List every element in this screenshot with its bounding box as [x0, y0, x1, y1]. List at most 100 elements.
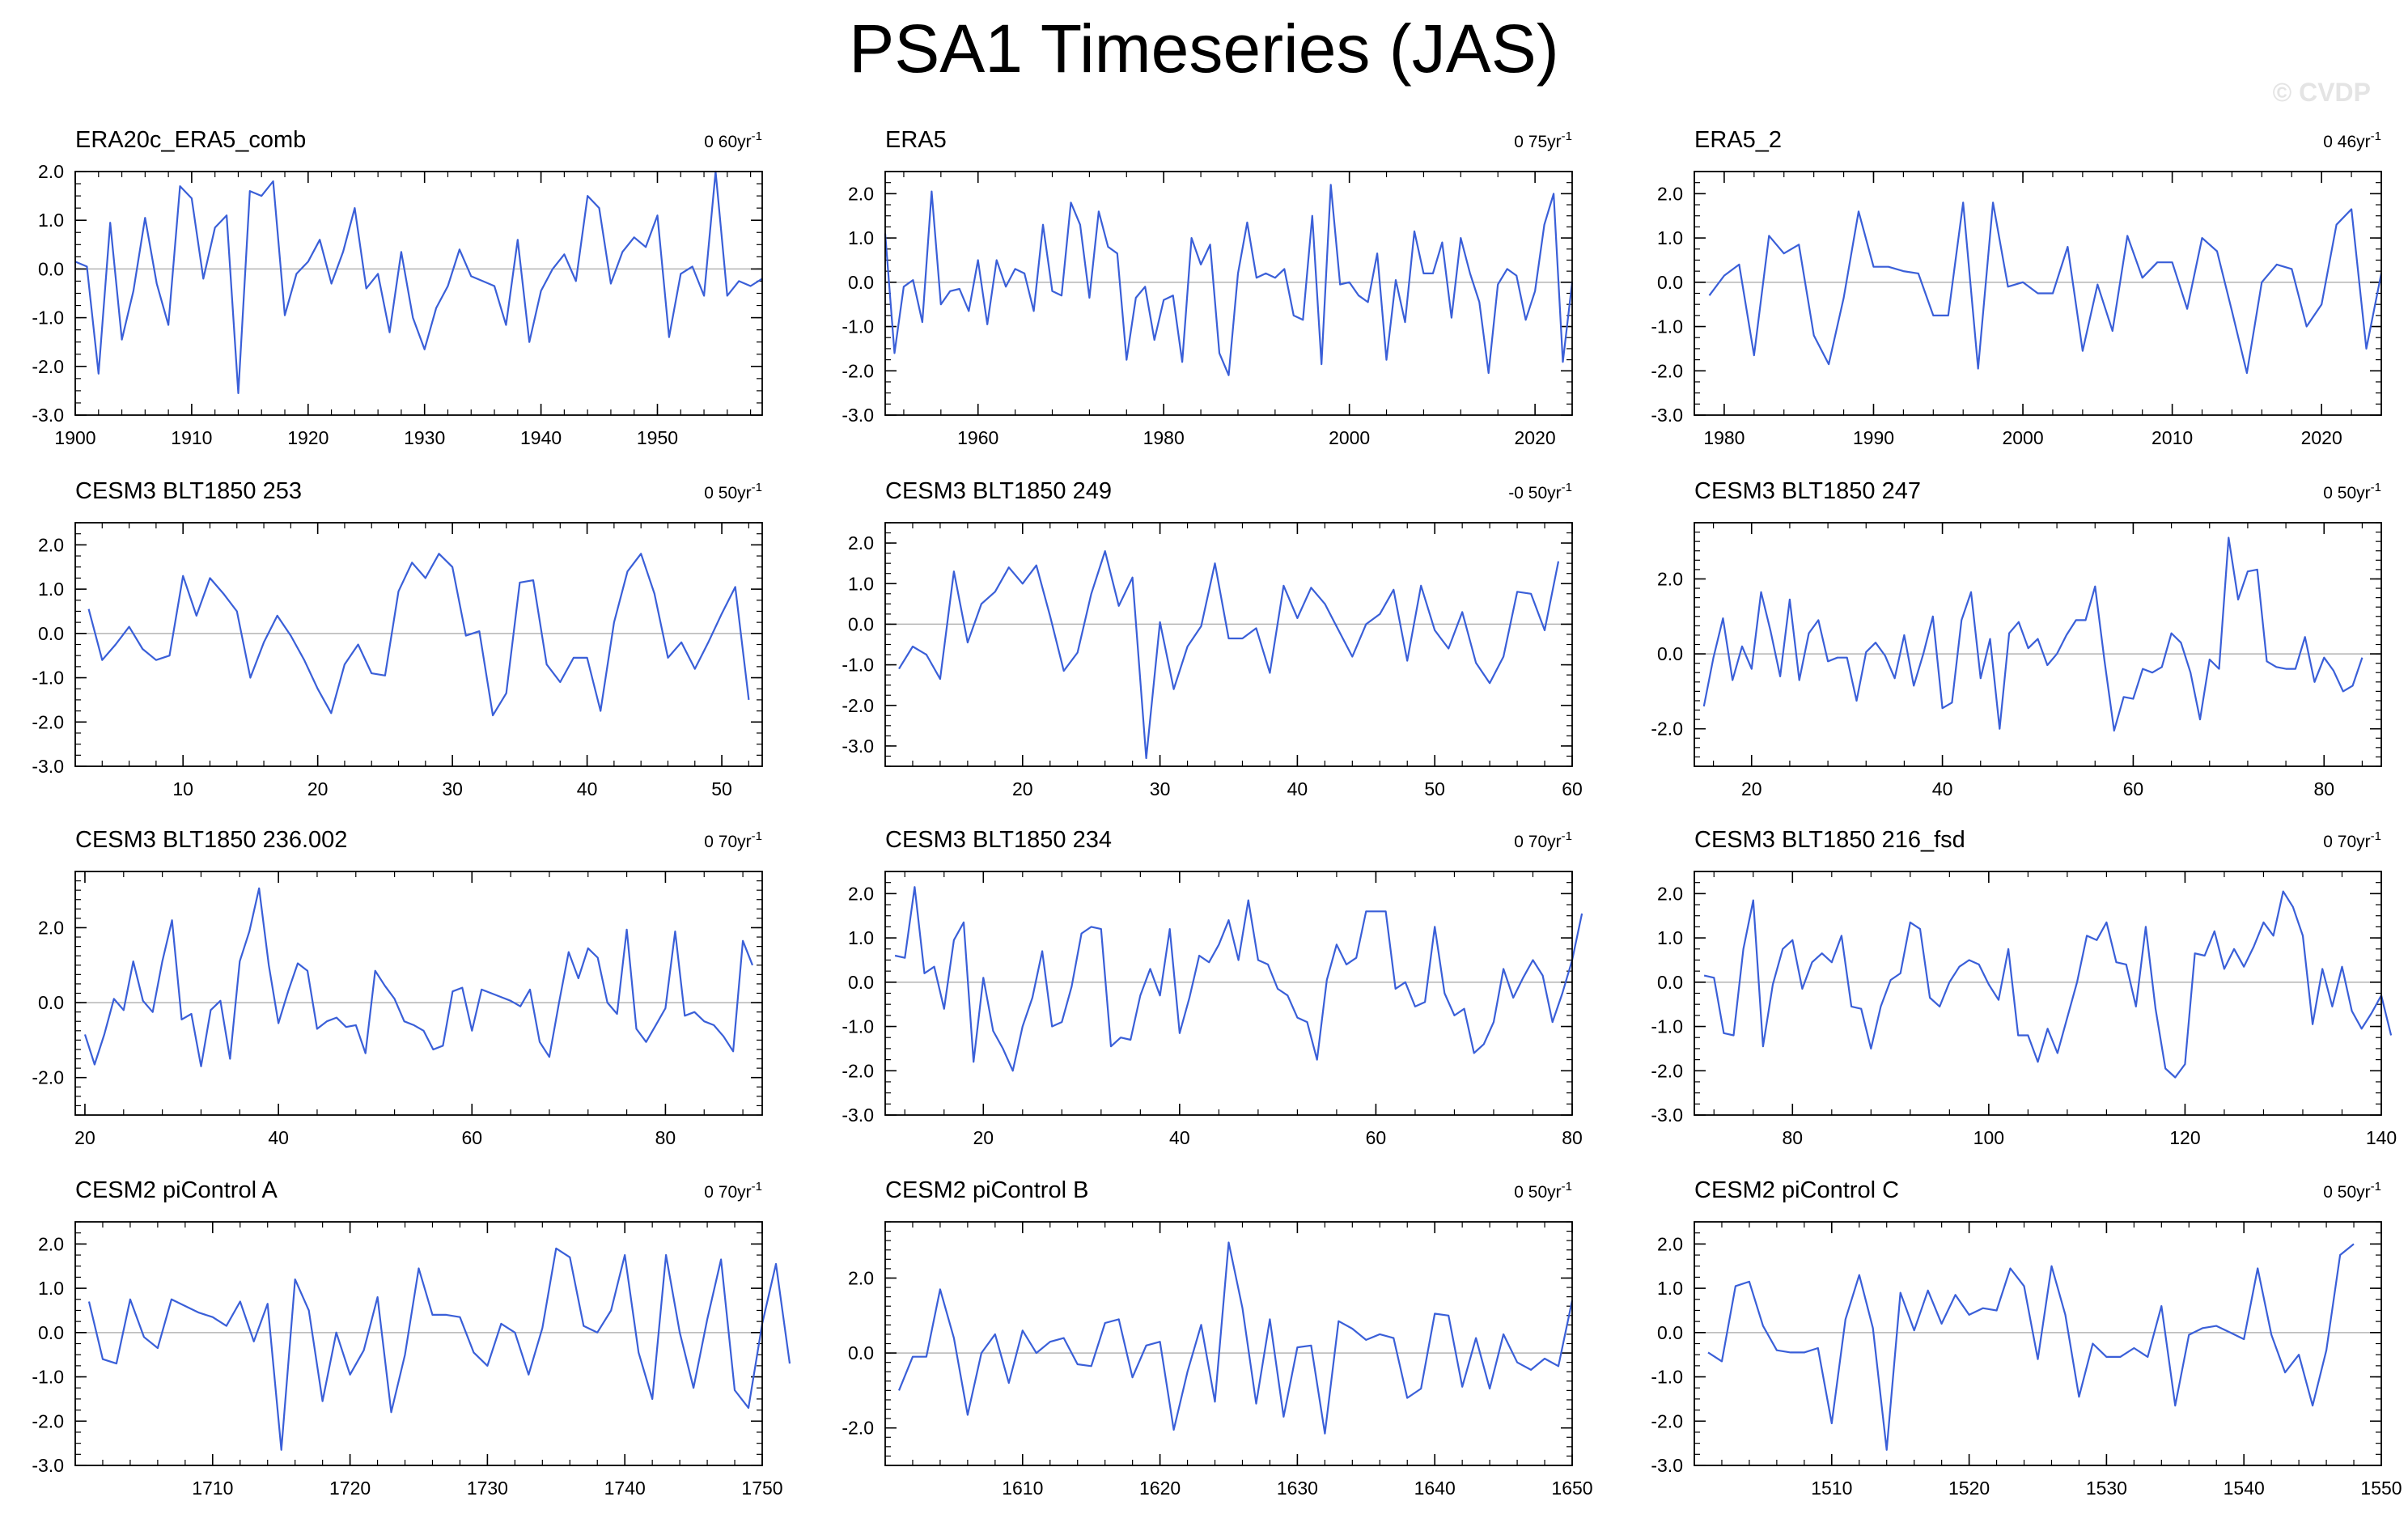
y-tick-label: 1.0	[848, 573, 874, 594]
y-tick-label: -2.0	[842, 1418, 874, 1439]
panel-title: CESM2 piControl C	[1694, 1177, 1899, 1203]
x-tick-label: 1620	[1139, 1478, 1181, 1499]
x-tick-label: 1520	[1948, 1478, 1990, 1499]
y-tick-label: -1.0	[1651, 1016, 1683, 1037]
plot-frame	[74, 871, 763, 1116]
x-tick-label: 80	[2313, 778, 2334, 799]
plot-frame	[884, 522, 1573, 767]
y-tick-label: 2.0	[38, 161, 64, 182]
y-tick-label: 0.0	[848, 272, 874, 293]
trend-label: 0 75yr-1	[1514, 129, 1572, 151]
y-tick-label: 1.0	[848, 927, 874, 948]
y-tick-label: 0.0	[1657, 272, 1683, 293]
series-line	[1708, 201, 2383, 375]
trend-label: 0 50yr-1	[2323, 1180, 2381, 1202]
y-tick-label: -2.0	[842, 1060, 874, 1081]
y-tick-label: 0.0	[38, 623, 64, 644]
y-tick-label: -3.0	[32, 1455, 64, 1476]
x-tick-label: 1980	[1143, 427, 1185, 448]
x-tick-label: 1910	[171, 427, 212, 448]
panel-title: CESM3 BLT1850 253	[75, 478, 302, 504]
series-line	[74, 170, 763, 394]
trend-label: 0 60yr-1	[704, 129, 762, 151]
x-tick-label: 1720	[329, 1478, 371, 1499]
y-tick-label: -3.0	[842, 1105, 874, 1126]
chart-panel-1: -3.0 -2.0 -1.0 0.0 1.0 2.0 1900 1910 1920 1930 194…	[32, 127, 763, 448]
y-tick-label: -3.0	[1651, 1455, 1683, 1476]
panel-title: CESM3 BLT1850 236.002	[75, 827, 347, 853]
series-line	[83, 887, 754, 1067]
x-tick-label: 1530	[2086, 1478, 2127, 1499]
x-tick-label: 60	[1562, 778, 1583, 799]
x-tick-label: 60	[1366, 1127, 1387, 1148]
series-line	[894, 886, 1583, 1072]
chart-panel-9: -3.0 -2.0 -1.0 0.0 1.0 2.0 80 100 120 140 CESM3 BL…	[1651, 827, 2397, 1148]
y-tick-label: 1.0	[1657, 927, 1683, 948]
x-tick-label: 1610	[1002, 1478, 1043, 1499]
plot-frame	[884, 1221, 1573, 1466]
x-tick-label: 20	[1741, 778, 1762, 799]
x-tick-label: 1940	[520, 427, 562, 448]
x-tick-label: 80	[1782, 1127, 1803, 1148]
y-tick-label: -3.0	[842, 736, 874, 757]
chart-panel-10: -3.0 -2.0 -1.0 0.0 1.0 2.0 1710 1720 1730 1740 175…	[32, 1177, 791, 1499]
series-line	[1707, 1243, 2355, 1451]
series-line	[87, 553, 750, 717]
x-tick-label: 2020	[2301, 427, 2342, 448]
x-tick-label: 30	[442, 778, 463, 799]
panel-title: CESM2 piControl B	[885, 1177, 1088, 1203]
y-tick-label: -2.0	[1651, 1060, 1683, 1081]
plot-frame	[1694, 871, 2382, 1116]
plot-frame	[1694, 171, 2382, 416]
x-tick-label: 80	[1562, 1127, 1583, 1148]
x-tick-label: 1710	[192, 1478, 233, 1499]
plot-frame	[884, 171, 1573, 416]
y-tick-label: 0.0	[848, 972, 874, 993]
x-tick-label: 50	[1424, 778, 1445, 799]
trend-label: 0 50yr-1	[704, 481, 762, 502]
trend-label: 0 46yr-1	[2323, 129, 2381, 151]
x-tick-label: 20	[973, 1127, 994, 1148]
y-tick-label: 0.0	[1657, 972, 1683, 993]
chart-panel-12: -3.0 -2.0 -1.0 0.0 1.0 2.0 1510 1520 1530 1540 155…	[1651, 1177, 2402, 1499]
panel-title: CESM3 BLT1850 234	[885, 827, 1112, 853]
y-tick-label: 2.0	[1657, 183, 1683, 204]
x-tick-label: 1650	[1551, 1478, 1592, 1499]
chart-panel-6: -2.0 0.0 2.0 20 40 60 80 CESM3 BLT1850 247 0 50y…	[1651, 478, 2382, 799]
x-tick-label: 2020	[1515, 427, 1556, 448]
panel-title: CESM3 BLT1850 247	[1694, 478, 1921, 504]
y-tick-label: -1.0	[1651, 1367, 1683, 1388]
x-tick-label: 20	[74, 1127, 95, 1148]
chart-panel-11: -2.0 0.0 2.0 1610 1620 1630 1640 1650 CESM2 piCo…	[842, 1177, 1592, 1499]
y-tick-label: 2.0	[1657, 1233, 1683, 1254]
chart-panel-7: -2.0 0.0 2.0 20 40 60 80 CESM3 BLT1850 236.002 0…	[32, 827, 763, 1148]
y-tick-label: 1.0	[848, 227, 874, 248]
y-tick-label: -2.0	[1651, 1410, 1683, 1431]
y-tick-label: 2.0	[38, 917, 64, 938]
plot-frame	[74, 522, 763, 767]
x-tick-label: 60	[461, 1127, 482, 1148]
y-tick-label: -3.0	[1651, 405, 1683, 426]
x-tick-label: 1750	[741, 1478, 782, 1499]
y-tick-label: 1.0	[1657, 227, 1683, 248]
series-line	[87, 1247, 791, 1451]
x-tick-label: 1630	[1277, 1478, 1318, 1499]
chart-panel-2: -3.0 -2.0 -1.0 0.0 1.0 2.0 1960 1980 2000 2020 ERA…	[842, 127, 1574, 448]
x-tick-label: 40	[1169, 1127, 1190, 1148]
x-tick-label: 120	[2169, 1127, 2200, 1148]
trend-label: 0 70yr-1	[2323, 829, 2381, 851]
y-tick-label: -1.0	[32, 668, 64, 689]
x-tick-label: 1550	[2360, 1478, 2402, 1499]
y-tick-label: 0.0	[848, 613, 874, 634]
trend-label: 0 50yr-1	[2323, 481, 2381, 502]
y-tick-label: -1.0	[32, 1367, 64, 1388]
x-tick-label: 40	[268, 1127, 289, 1148]
panel-title: ERA5	[885, 127, 947, 153]
y-tick-label: -3.0	[32, 405, 64, 426]
y-tick-label: -2.0	[1651, 360, 1683, 381]
watermark: © CVDP	[2272, 78, 2371, 107]
y-tick-label: 2.0	[1657, 883, 1683, 904]
y-tick-label: 0.0	[1657, 1322, 1683, 1343]
x-tick-label: 1990	[1853, 427, 1894, 448]
page-title: PSA1 Timeseries (JAS)	[849, 11, 1559, 87]
